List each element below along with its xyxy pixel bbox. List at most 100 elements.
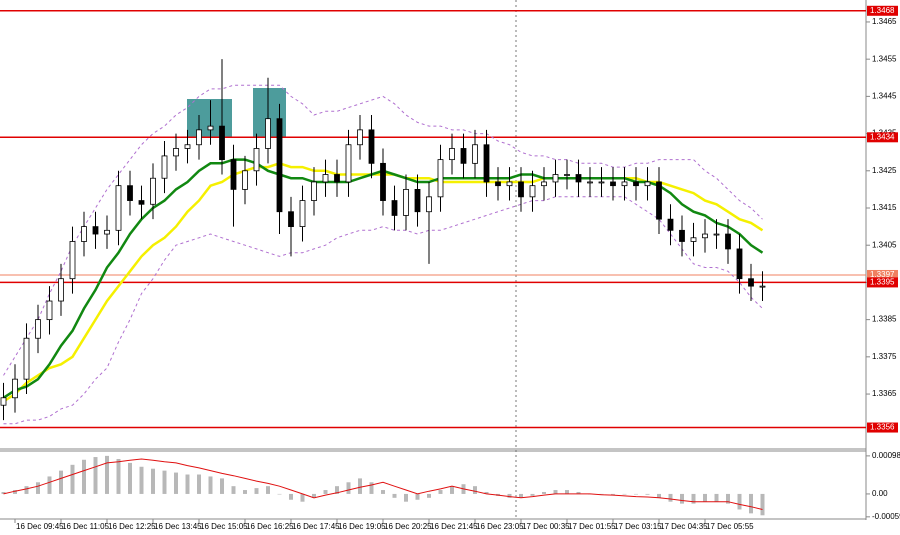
y-tick-label: 0.00098 [872, 451, 900, 460]
macd-bar [450, 486, 454, 494]
macd-bar [404, 493, 408, 502]
macd-bar [185, 474, 190, 494]
candle-body [575, 174, 582, 183]
candle-body [587, 181, 593, 184]
macd-bar [576, 491, 581, 494]
candle-body [552, 174, 559, 183]
candle-body [644, 181, 651, 187]
candle-body [725, 233, 731, 250]
candle-body [0, 397, 7, 406]
macd-bar [70, 464, 75, 494]
candle-body [656, 181, 662, 220]
macd-bar [714, 493, 719, 502]
macd-bar [174, 472, 178, 494]
candle-body [115, 185, 122, 231]
candle-body [633, 181, 639, 187]
macd-bar [13, 490, 17, 494]
x-tick-label: 16 Dec 17:45 [292, 522, 340, 531]
y-tick-label: 1.3455 [872, 54, 897, 63]
candle-body [598, 181, 605, 184]
y-tick-label: 1.3415 [872, 203, 897, 212]
macd-bar [507, 493, 512, 498]
candle-body [345, 144, 352, 183]
candle-body [265, 118, 271, 149]
candle-body [357, 129, 363, 146]
candle-body [219, 125, 225, 161]
macd-bar [93, 457, 98, 494]
candle-body [495, 181, 501, 187]
macd-bar [599, 493, 604, 495]
candle-body [391, 200, 398, 216]
y-tick-label: -0.00059 [872, 512, 900, 521]
macd-bar [266, 486, 270, 494]
candle-body [92, 226, 99, 235]
macd-bar [335, 486, 339, 494]
candle-body [230, 159, 237, 190]
candle-body [173, 148, 179, 157]
candle-body [541, 181, 547, 187]
indicator-line [3, 458, 763, 510]
level-label: 1.3468 [870, 6, 895, 15]
candle-body [288, 211, 294, 228]
macd-bar [726, 493, 730, 504]
candle-body [322, 174, 329, 183]
macd-bar [59, 470, 63, 494]
x-tick-label: 16 Dec 13:45 [154, 522, 202, 531]
macd-bar [231, 486, 236, 494]
macd-panel [1, 455, 765, 516]
candle-body [127, 185, 133, 201]
macd-bar [1, 491, 6, 494]
x-tick-label: 16 Dec 19:05 [338, 522, 386, 531]
macd-bar [323, 490, 328, 494]
macd-bar [634, 493, 638, 495]
y-tick-label: 1.3445 [872, 91, 897, 100]
candle-body [518, 181, 524, 198]
macd-bar [760, 493, 765, 516]
level-label: 1.3356 [870, 423, 895, 432]
candle-body [414, 188, 421, 213]
candle-body [736, 248, 743, 280]
macd-bar [438, 490, 443, 494]
candle-body [69, 241, 76, 280]
candle-body [667, 218, 674, 231]
macd-bar [392, 493, 397, 498]
candle-body [299, 200, 306, 228]
candles [0, 59, 766, 421]
macd-bar [519, 493, 523, 498]
macd-bar [530, 493, 535, 496]
macd-bar [473, 486, 477, 494]
macd-bar [162, 470, 167, 494]
level-label: 1.3434 [870, 132, 895, 141]
indicator-line [3, 84, 763, 376]
macd-bar [82, 459, 86, 494]
macd-bar [749, 493, 753, 514]
macd-bar [128, 462, 132, 494]
macd-bar [116, 458, 121, 494]
macd-bar [243, 490, 247, 494]
levels [0, 10, 866, 429]
macd-bar [703, 493, 707, 502]
y-tick-label: 0.00 [872, 489, 888, 498]
candle-body [311, 181, 317, 201]
x-tick-label: 17 Dec 05:55 [706, 522, 754, 531]
candle-body [529, 185, 536, 198]
x-tick-label: 16 Dec 23:05 [476, 522, 524, 531]
candle-body [207, 125, 214, 131]
level-label-box [867, 5, 898, 16]
candle-body [138, 200, 145, 205]
candle-body [564, 174, 570, 176]
candle-body [483, 144, 490, 183]
level-label: 1.3395 [870, 278, 895, 287]
candle-body [702, 233, 708, 239]
candle-body [621, 181, 628, 187]
candle-body [610, 181, 616, 187]
candle-body [196, 129, 202, 146]
macd-bar [105, 455, 109, 494]
candle-body [276, 118, 283, 213]
candle-body [161, 155, 168, 179]
macd-bar [645, 493, 650, 495]
macd-bar [484, 491, 489, 494]
macd-bar [277, 493, 282, 495]
candle-body [12, 378, 18, 399]
